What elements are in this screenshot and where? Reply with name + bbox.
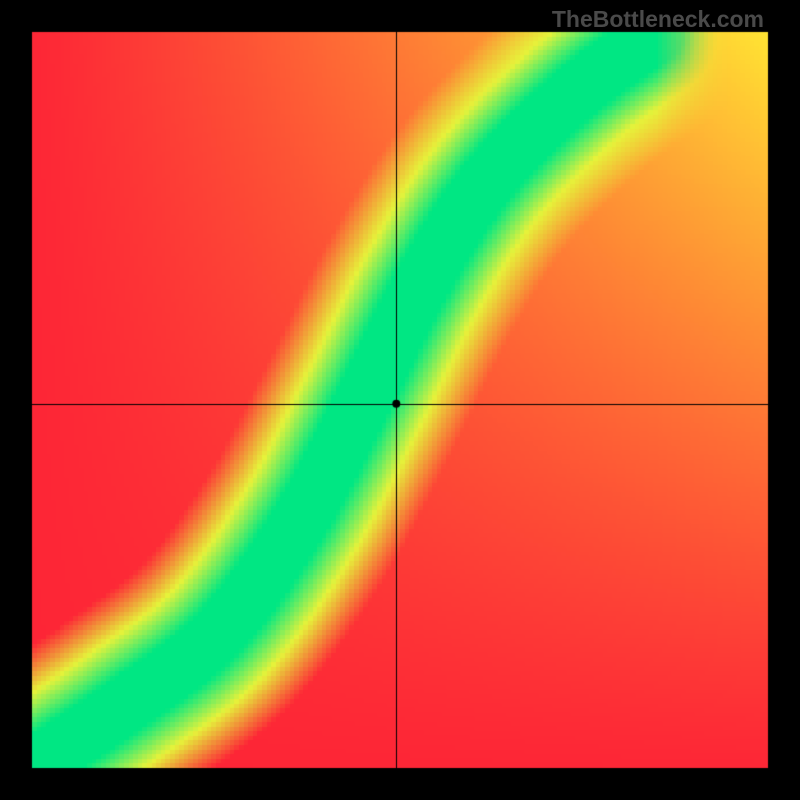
bottleneck-heatmap	[0, 0, 800, 800]
watermark-text: TheBottleneck.com	[552, 6, 764, 33]
chart-container: TheBottleneck.com	[0, 0, 800, 800]
